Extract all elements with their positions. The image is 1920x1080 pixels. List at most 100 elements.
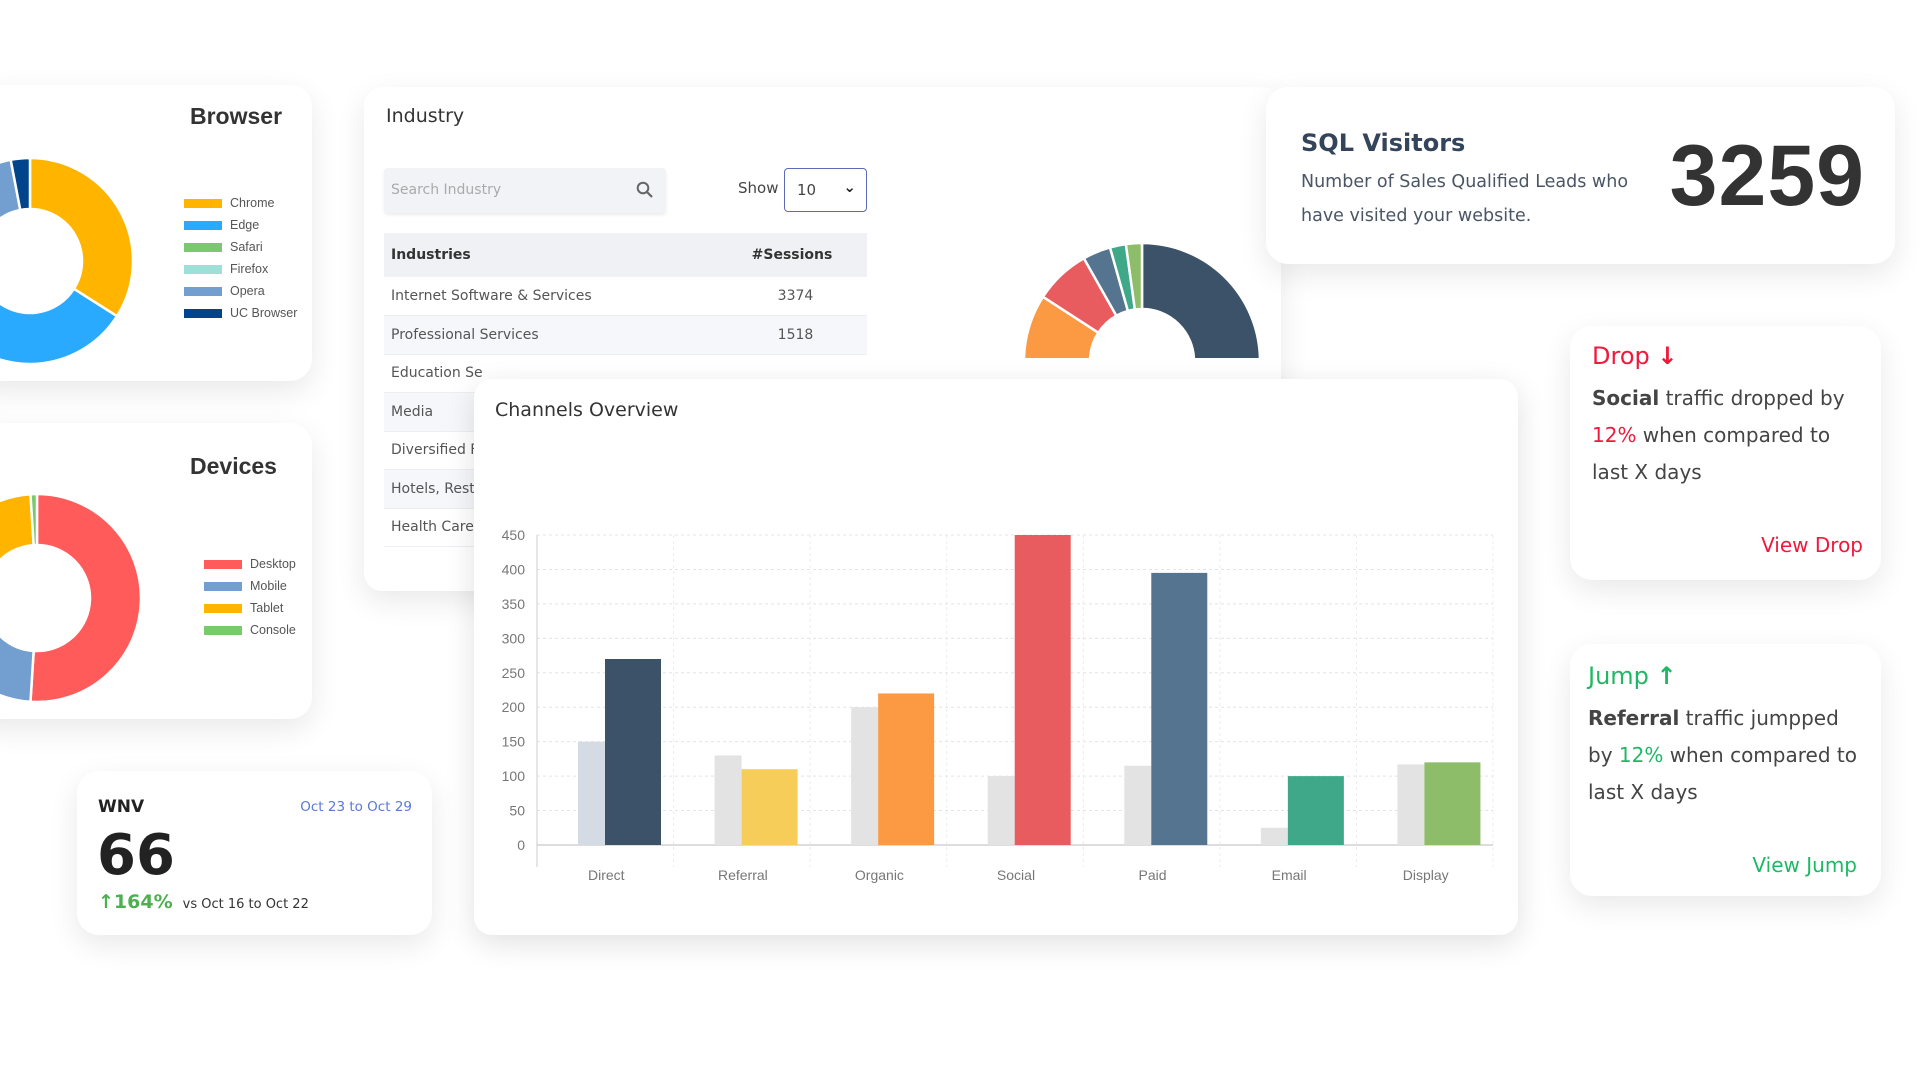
jump-channel: Referral (1588, 706, 1680, 730)
legend-item[interactable]: Safari (184, 240, 263, 254)
drop-header: Drop ↓ (1592, 342, 1678, 370)
devices-slice[interactable] (29, 492, 143, 704)
wnv-date-range[interactable]: Oct 23 to Oct 29 (300, 799, 412, 815)
channel-share-clip (1004, 227, 1404, 358)
legend-swatch (184, 308, 222, 318)
x-tick-label: Organic (855, 867, 904, 883)
devices-title: Devices (190, 453, 277, 479)
industry-sessions: 1518 (777, 326, 814, 343)
legend-swatch (184, 264, 222, 274)
browser-slice[interactable] (9, 156, 32, 212)
bar-previous[interactable] (987, 776, 1015, 845)
arrow-up-icon: ↑ (98, 891, 114, 913)
sql-value: 3259 (1669, 128, 1865, 224)
bar-current[interactable] (1287, 776, 1344, 845)
legend-label: Firefox (230, 262, 269, 276)
bar-current[interactable] (605, 659, 661, 845)
jump-description: Referral traffic jumpped by 12% when com… (1588, 700, 1863, 811)
industry-name: Internet Software & Services (391, 288, 592, 304)
wnv-change-row: ↑ 164% vs Oct 16 to Oct 22 (98, 891, 309, 913)
show-label: Show (738, 179, 779, 197)
col-sessions[interactable]: #Sessions (751, 247, 833, 263)
x-tick-label: Display (1403, 867, 1449, 883)
legend-item[interactable]: UC Browser (184, 306, 297, 320)
drop-title: Drop (1592, 342, 1650, 370)
table-row[interactable]: Professional Services 1518 (384, 315, 867, 354)
y-tick-label: 0 (517, 837, 525, 853)
drop-percent: 12% (1592, 423, 1637, 447)
wnv-card: WNV Oct 23 to Oct 29 66 ↑ 164% vs Oct 16… (77, 771, 432, 935)
y-tick-label: 300 (502, 630, 526, 646)
legend-item[interactable]: Firefox (184, 262, 268, 276)
wnv-value: 66 (97, 823, 175, 888)
jump-percent: 12% (1618, 743, 1664, 767)
browser-donut-chart (0, 156, 135, 366)
wnv-compare: vs Oct 16 to Oct 22 (182, 897, 309, 912)
channel-share-slice[interactable] (1140, 241, 1262, 358)
legend-item[interactable]: Desktop (204, 557, 296, 571)
drop-text-1: traffic dropped by (1659, 386, 1845, 410)
legend-item[interactable]: Console (204, 623, 296, 637)
view-jump-link[interactable]: View Jump (1752, 853, 1857, 877)
devices-donut-chart (0, 492, 143, 704)
x-tick-label: Direct (588, 867, 625, 883)
legend-label: Desktop (250, 557, 296, 571)
bar-current[interactable] (1151, 572, 1208, 845)
search-icon[interactable] (636, 181, 654, 199)
devices-slice[interactable] (0, 492, 35, 617)
industry-name: Diversified Fi (391, 442, 482, 459)
devices-slice[interactable] (0, 608, 35, 704)
bar-current[interactable] (1424, 762, 1481, 845)
legend-label: Chrome (230, 196, 275, 210)
bar-previous[interactable] (714, 755, 742, 845)
legend-swatch (184, 242, 222, 252)
industry-name: Professional Services (391, 326, 539, 343)
x-tick-label: Paid (1139, 867, 1167, 883)
industry-name: Health Care I (391, 519, 483, 536)
legend-item[interactable]: Chrome (184, 196, 274, 210)
view-drop-link[interactable]: View Drop (1761, 533, 1863, 557)
bar-current[interactable] (878, 693, 935, 845)
bar-previous[interactable] (851, 707, 879, 845)
y-tick-label: 50 (509, 803, 525, 819)
drop-channel: Social (1592, 386, 1660, 410)
show-select[interactable]: 10 ⌄ (784, 168, 867, 212)
legend-item[interactable]: Edge (184, 218, 259, 232)
bar-previous[interactable] (1124, 765, 1152, 845)
drop-description: Social traffic dropped by 12% when compa… (1592, 380, 1862, 491)
bar-current[interactable] (741, 769, 798, 845)
channel-share-slice[interactable] (1124, 241, 1144, 311)
legend-label: Mobile (250, 579, 287, 593)
bar-previous[interactable] (578, 741, 605, 845)
industry-sessions: 3374 (777, 288, 814, 304)
search-input[interactable]: Search Industry (384, 168, 666, 213)
bar-previous[interactable] (1260, 827, 1288, 845)
y-tick-label: 350 (502, 596, 526, 612)
sql-description: Number of Sales Qualified Leads who have… (1301, 172, 1629, 226)
table-row[interactable]: Internet Software & Services 3374 (384, 277, 867, 316)
y-tick-label: 450 (502, 527, 526, 543)
col-industries[interactable]: Industries (391, 247, 471, 263)
legend-label: Edge (230, 218, 260, 232)
bar-previous[interactable] (1397, 764, 1425, 845)
legend-swatch (204, 603, 242, 613)
jump-title: Jump (1588, 662, 1649, 690)
drop-card: Drop ↓ Social traffic dropped by 12% whe… (1570, 326, 1881, 580)
legend-item[interactable]: Tablet (204, 601, 283, 615)
bar-current[interactable] (1014, 535, 1071, 845)
industry-name: Hotels, Resta (391, 480, 484, 497)
browser-slice[interactable] (28, 156, 135, 318)
industry-name: Media (391, 403, 434, 420)
x-tick-label: Email (1272, 867, 1307, 883)
legend-item[interactable]: Mobile (204, 579, 287, 593)
legend-label: Safari (230, 240, 263, 254)
legend-item[interactable]: Opera (184, 284, 265, 298)
x-tick-label: Social (997, 867, 1035, 883)
browser-title: Browser (190, 103, 283, 129)
devices-slice[interactable] (29, 492, 39, 547)
browser-slice[interactable] (0, 287, 119, 366)
y-tick-label: 400 (502, 561, 526, 577)
drop-text-2: when compared to last X days (1592, 423, 1831, 484)
y-tick-label: 200 (502, 699, 526, 715)
legend-swatch (184, 198, 222, 208)
